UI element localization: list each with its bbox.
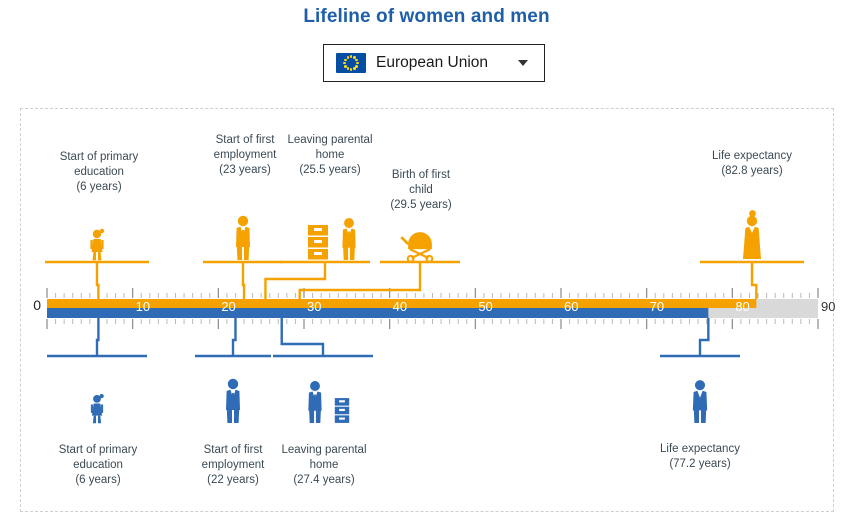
working-woman-icon — [236, 215, 250, 260]
axis-tick-label-80: 80 — [735, 299, 749, 314]
country-selector[interactable]: European Union — [323, 44, 545, 82]
chevron-down-icon[interactable] — [518, 60, 528, 66]
working-woman-icon — [342, 218, 356, 261]
men-connector-first-employment — [231, 318, 237, 356]
men-label-primary-education: Start of primary education (6 years) — [58, 444, 138, 486]
women-connector-first-employment — [241, 262, 246, 299]
working-man-icon — [226, 378, 240, 423]
axis-tick-label-20: 20 — [221, 299, 235, 314]
men-bar — [47, 308, 709, 318]
men-label-life-expectancy: Life expectancy (77.2 years) — [660, 443, 740, 470]
axis-tick-label-60: 60 — [564, 299, 578, 314]
moving-boxes-icon — [334, 398, 350, 423]
women-bar — [47, 299, 757, 308]
chart-plot-area — [20, 108, 834, 512]
women-connector-primary-education — [95, 262, 100, 299]
axis-tick-label-90: 90 — [821, 299, 835, 314]
girl-icon — [90, 228, 105, 261]
men-label-leaving-parental-home: Leaving parental home (27.4 years) — [281, 444, 367, 486]
axis-tick-label-30: 30 — [307, 299, 321, 314]
axis-tick-label-70: 70 — [650, 299, 664, 314]
axis-tick-label-40: 40 — [393, 299, 407, 314]
elderly-woman-icon — [743, 210, 761, 259]
axis-tick-label-10: 10 — [136, 299, 150, 314]
men-connector-primary-education — [95, 318, 100, 356]
women-connector-leaving-parental-home — [264, 262, 327, 299]
women-label-primary-education: Start of primary education (6 years) — [59, 151, 139, 193]
women-connector-birth-first-child — [298, 262, 422, 299]
page-title: Lifeline of women and men — [303, 6, 550, 27]
working-man-icon — [308, 381, 322, 424]
axis-tick-label-0: 0 — [33, 297, 41, 313]
men-connector-leaving-parental-home — [280, 318, 325, 356]
men-label-first-employment: Start of first employment (22 years) — [201, 444, 265, 486]
women-connector-life-expectancy — [750, 262, 758, 299]
women-label-birth-first-child: Birth of first child (29.5 years) — [390, 169, 452, 211]
eu-flag-icon — [336, 53, 366, 73]
women-label-leaving-parental-home: Leaving parental home (25.5 years) — [287, 134, 373, 176]
moving-boxes-icon — [308, 225, 328, 260]
stroller-icon — [400, 232, 434, 263]
axis-tick-label-50: 50 — [478, 299, 492, 314]
elderly-man-icon — [692, 380, 708, 424]
men-connector-life-expectancy — [698, 318, 710, 356]
women-label-life-expectancy: Life expectancy (82.8 years) — [712, 150, 792, 177]
country-selector-value: European Union — [376, 54, 489, 71]
women-label-first-employment: Start of first employment (23 years) — [213, 134, 277, 176]
girl-icon — [90, 394, 104, 424]
